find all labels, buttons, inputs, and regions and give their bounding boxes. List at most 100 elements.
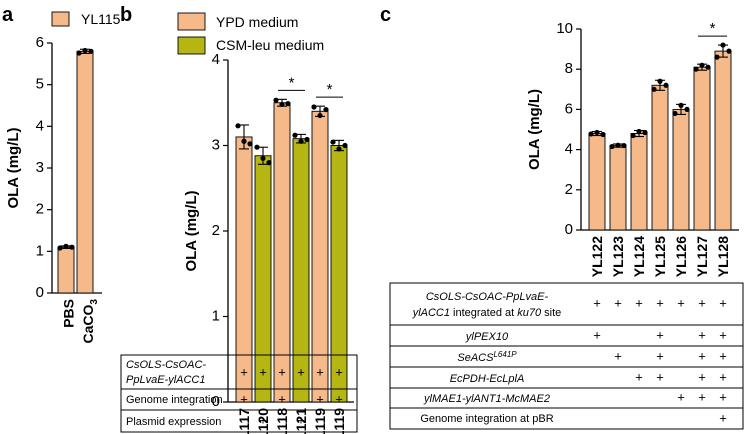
panel-c-y-tick-label: 0 — [565, 221, 573, 238]
panel-a-y-tick-label: 5 — [36, 76, 44, 93]
panel-c-table-plus: + — [635, 295, 643, 310]
panel-c-bar — [630, 133, 648, 231]
panel-c-y-tick-label: 8 — [565, 60, 573, 77]
panel-c-table-plus: + — [719, 327, 727, 342]
panel-c-data-point — [714, 54, 720, 60]
panel-c-data-point — [663, 82, 669, 88]
panel-c-table-plus: + — [593, 295, 601, 310]
panel-c-table-plus: + — [614, 295, 622, 310]
panel-c-bar — [588, 133, 606, 231]
panel-c-bar — [714, 50, 732, 231]
panel-c-y-tick-label: 4 — [565, 141, 573, 158]
panel-c-data-point — [726, 48, 732, 54]
panel-c-data-point — [630, 132, 636, 139]
panel-c-table-row6-label: Genome integration at pBR — [420, 413, 553, 425]
panel-c-y-tick-label: 6 — [565, 100, 573, 117]
panel-c-bar — [651, 84, 669, 231]
panel-c-data-point — [699, 62, 705, 68]
panel-c-table-plus: + — [656, 295, 664, 310]
panel-b-table-plus: + — [259, 364, 267, 379]
panel-c-table-row3-label: SeACSL641P — [457, 350, 517, 365]
panel-b-data-point — [273, 97, 279, 103]
panel-c-data-point — [636, 128, 642, 135]
panel-c-table-plus: + — [698, 348, 706, 363]
panel-b-table-plus: + — [278, 364, 286, 379]
panel-a-data-point — [88, 48, 94, 54]
panel-c-data-point — [594, 129, 600, 136]
panel-b-legend-swatch-ypd — [177, 12, 206, 31]
panel-b-y-tick-label: 2 — [212, 222, 220, 239]
panel-c-data-point — [588, 131, 594, 137]
panel-b-data-point — [241, 138, 247, 144]
panel-b-significance-star: * — [289, 74, 295, 91]
panel-c-table-plus: + — [656, 348, 664, 363]
panel-a-y-axis-label: OLA (mg/L) — [5, 127, 22, 208]
panel-b-x-label: YL120 — [255, 408, 271, 434]
panel-b-x-label: YL118 — [274, 408, 290, 434]
panel-b-y-tick-label: 0 — [212, 393, 220, 410]
panel-a-x-label-pbs: PBS — [61, 299, 77, 328]
panel-c-table-plus: + — [677, 295, 685, 310]
panel-b-data-point — [279, 101, 285, 108]
panel-b-bar — [273, 102, 291, 403]
panel-a-chart: OLA (mg/L) 0 1 2 3 4 5 6 YL115 PBS CaCO3 — [5, 11, 121, 343]
panel-c-data-point — [678, 102, 684, 108]
panel-c-data-point — [615, 142, 621, 148]
panel-b-table-row3-label: Plasmid expression — [126, 416, 221, 428]
panel-c-x-label: YL126 — [673, 236, 689, 277]
panel-b-data-point — [285, 101, 291, 107]
panel-b-significance-star: * — [327, 81, 333, 98]
panel-b-table-plus: + — [297, 412, 305, 427]
panel-b-data-point — [260, 155, 266, 161]
panel-c-y-tick-label: 2 — [565, 181, 573, 198]
panel-c-x-label: YL127 — [694, 236, 710, 277]
panel-b-x-label: YL121 — [293, 408, 309, 434]
panel-c-data-point — [642, 129, 648, 136]
panel-a-data-point — [82, 47, 88, 54]
panel-c-data-point — [720, 42, 726, 48]
panel-b-data-point — [235, 123, 241, 129]
panel-c-data-point — [651, 86, 657, 92]
panel-c-data-point — [672, 110, 678, 117]
panel-b-data-point — [304, 136, 310, 143]
panel-b-data-point — [247, 141, 253, 147]
panel-b-table-border — [120, 354, 358, 433]
panel-c-table-plus: + — [656, 327, 664, 342]
panel-b-data-point — [298, 138, 304, 144]
panel-label-c: c — [380, 4, 391, 26]
panel-c-table-plus: + — [719, 369, 727, 384]
panel-b-table: CsOLS-CsOAC- PpLvaE-ylACC1 Genome integr… — [120, 354, 358, 433]
panel-c-bar — [693, 66, 711, 231]
panel-b-y-tick-label: 4 — [212, 51, 220, 68]
panel-b-table-plus: + — [278, 391, 286, 406]
panel-b-data-point — [336, 146, 342, 152]
panel-c-table-row1-label-line1: CsOLS-CsOAC-PpLvaE- — [426, 291, 549, 303]
panel-b-data-point — [342, 142, 348, 149]
panel-b-x-label: YL119 — [312, 408, 328, 434]
panel-c-data-point — [693, 66, 699, 72]
panel-c-table-plus: + — [719, 389, 727, 404]
panel-c-table-plus: + — [719, 295, 727, 310]
panel-c-y-tick-label: 10 — [556, 20, 573, 37]
panel-c-data-point — [600, 131, 606, 138]
panel-c-table-plus: + — [698, 369, 706, 384]
panel-b-table-plus: + — [240, 391, 248, 406]
panel-c-data-point — [657, 78, 663, 84]
panel-c-data-point — [609, 143, 615, 150]
panel-b-data-point — [317, 112, 323, 119]
panel-c-table-plus: + — [698, 389, 706, 404]
panel-b-data-point — [292, 132, 298, 138]
panel-c-x-label: YL124 — [631, 236, 647, 277]
panel-b-legend-label-ypd: YPD medium — [216, 14, 298, 30]
panel-c-table-row1-label-line2: ylACC1 integrated at ku70 site — [412, 307, 562, 319]
panel-c-table-border — [389, 282, 744, 430]
panel-c-x-label: YL128 — [715, 236, 731, 277]
panel-b-table-row1-label-line1: CsOLS-CsOAC- — [126, 359, 206, 371]
panel-c-table-row4-label: EcPDH-EcLplA — [450, 373, 525, 385]
panel-a-y-tick-label: 1 — [36, 242, 44, 259]
panel-c-table-plus: + — [614, 348, 622, 363]
panel-b-y-tick-label: 3 — [212, 136, 220, 153]
panel-b-table-row2-label: Genome integration — [126, 394, 223, 406]
panel-a-y-tick-label: 4 — [36, 117, 44, 134]
panel-c-table-plus: + — [635, 369, 643, 384]
